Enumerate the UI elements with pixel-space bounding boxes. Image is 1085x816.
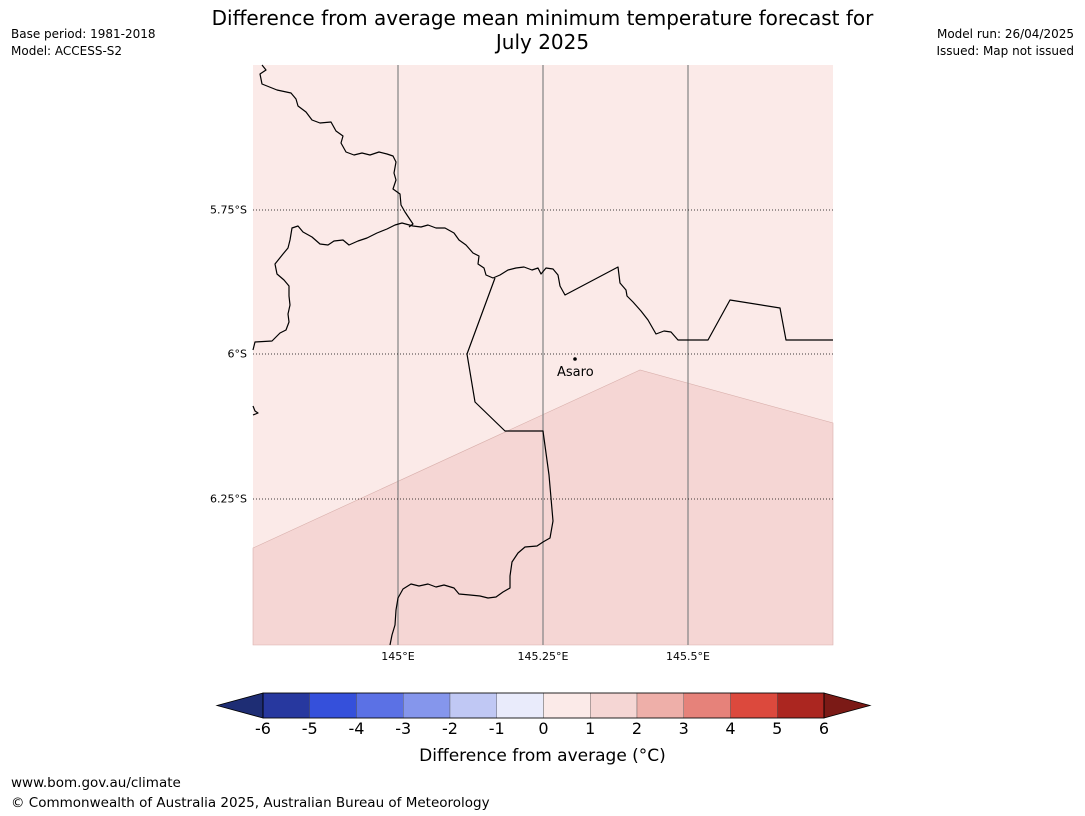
asaro-marker — [573, 357, 577, 361]
colorbar-extend-low — [215, 692, 264, 719]
map-title-line1: Difference from average mean minimum tem… — [211, 6, 874, 30]
header-meta-left: Base period: 1981-2018 Model: ACCESS-S2 — [11, 26, 156, 60]
colorbar-swatch — [543, 692, 591, 719]
footer-copyright: © Commonwealth of Australia 2025, Austra… — [11, 795, 490, 811]
footer-url: www.bom.gov.au/climate — [11, 775, 181, 791]
colorbar-swatch — [356, 692, 404, 719]
boundary-west-stub — [252, 405, 259, 416]
colorbar-tick-label: 5 — [772, 719, 783, 738]
lon-label-145e: 145°E — [381, 650, 415, 663]
colorbar-tick-label: -1 — [488, 719, 505, 738]
map-title-line2: July 2025 — [495, 30, 590, 54]
lat-label-6-25s: 6.25°S — [210, 492, 247, 506]
asaro-label: Asaro — [557, 365, 594, 380]
colorbar-swatch — [730, 692, 778, 719]
colorbar-tick-label: 6 — [818, 719, 830, 738]
colorbar-title: Difference from average (°C) — [419, 746, 666, 766]
colorbar-swatch — [777, 692, 825, 719]
base-period-text: Base period: 1981-2018 — [11, 27, 156, 41]
colorbar-swatch — [496, 692, 544, 719]
lat-label-6s: 6°S — [227, 347, 247, 361]
colorbar-tick-label: -6 — [255, 719, 271, 738]
colorbar-swatch — [449, 692, 497, 719]
boundary-south — [389, 277, 554, 646]
lat-label-5-75s: 5.75°S — [210, 203, 247, 217]
boundary-north — [259, 64, 414, 228]
colorbar-swatches — [262, 692, 825, 719]
colorbar-tick-label: 1 — [585, 719, 596, 738]
colorbar-tick-label: -4 — [348, 719, 365, 738]
colorbar-tick-label: -2 — [442, 719, 458, 738]
colorbar-tick-label: -3 — [395, 719, 412, 738]
lon-label-145-25e: 145.25°E — [517, 650, 569, 663]
model-run-text: Model run: 26/04/2025 — [936, 27, 1074, 41]
colorbar — [215, 692, 872, 719]
colorbar-swatch — [683, 692, 731, 719]
colorbar-swatch — [403, 692, 451, 719]
colorbar-swatch — [309, 692, 357, 719]
colorbar-tick-label: 0 — [538, 719, 549, 738]
header-meta-right: Model run: 26/04/2025 Issued: Map not is… — [936, 26, 1074, 60]
colorbar-outline — [262, 692, 825, 719]
map-panel — [252, 64, 834, 646]
lon-label-145-5e: 145.5°E — [666, 650, 710, 663]
colorbar-tick-label: 4 — [725, 719, 736, 738]
colorbar-tick-label: 2 — [631, 719, 643, 738]
colorbar-extend-high — [823, 692, 872, 719]
model-text: Model: ACCESS-S2 — [11, 44, 123, 58]
colorbar-swatch — [636, 692, 684, 719]
issued-text: Issued: Map not issued — [936, 44, 1074, 58]
colorbar-tick-label: 3 — [678, 719, 689, 738]
boundary-central — [252, 222, 833, 351]
map-title: Difference from average mean minimum tem… — [190, 6, 895, 54]
colorbar-swatch — [262, 692, 310, 719]
province-boundaries — [252, 64, 833, 646]
colorbar-swatch — [590, 692, 638, 719]
colorbar-tick-label: -5 — [301, 719, 318, 738]
